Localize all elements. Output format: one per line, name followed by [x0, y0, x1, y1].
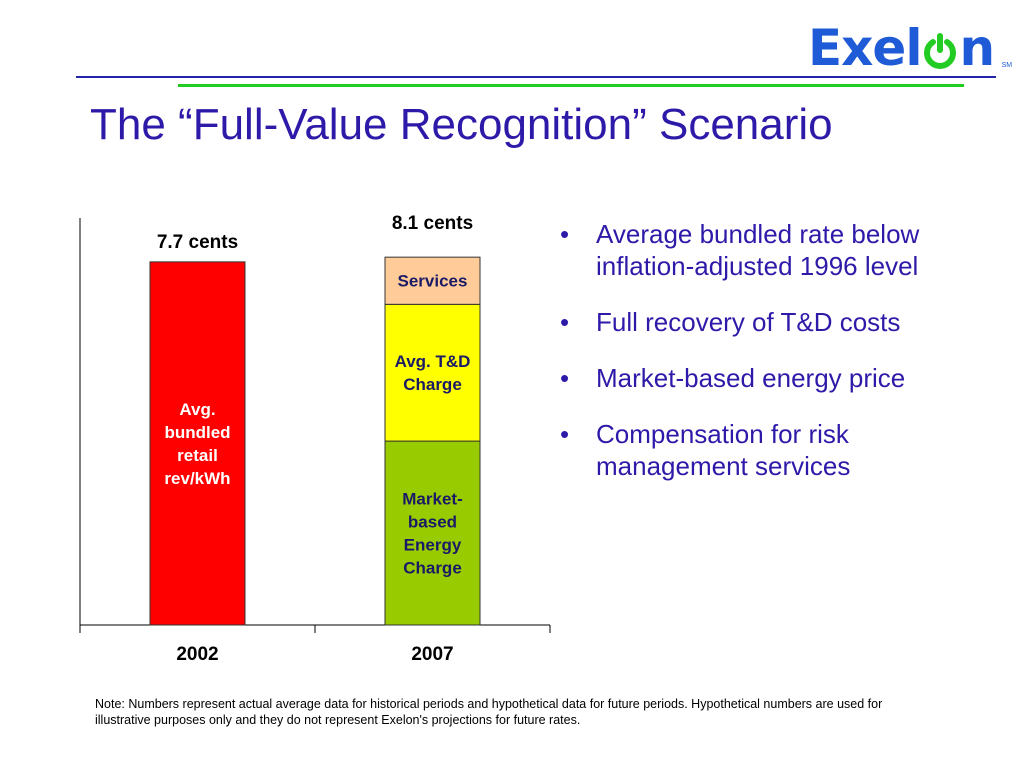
bullet-text: Market-based energy price: [596, 363, 906, 393]
segment-label: Market-: [402, 490, 462, 509]
header-rule-blue: [76, 76, 996, 78]
bullet-icon: •: [560, 307, 570, 337]
footnote: Note: Numbers represent actual average d…: [95, 697, 883, 727]
bullet-icon: •: [560, 419, 570, 449]
bar-segment: [149, 261, 246, 626]
segment-label: Charge: [403, 375, 462, 394]
header-rule-green: [178, 84, 964, 87]
x-tick-label: 2002: [176, 644, 218, 665]
bar-segment: [384, 303, 481, 442]
segment-label: Avg.: [179, 400, 215, 419]
logo-wordmark: Exel n: [808, 19, 995, 77]
total-label: 8.1 cents: [392, 213, 473, 234]
segment-label: Avg. T&D: [395, 352, 471, 371]
segment-label: Services: [398, 272, 468, 291]
segment-label: Charge: [403, 559, 462, 578]
bullet-icon: •: [560, 219, 570, 249]
bullet-item: • Full recovery of T&D costs: [556, 306, 1006, 338]
service-mark: SM: [1001, 62, 1013, 69]
segment-label: rev/kWh: [164, 469, 230, 488]
bar-segment: [384, 440, 481, 626]
total-label: 7.7 cents: [157, 232, 238, 253]
bullet-icon: •: [560, 363, 570, 393]
slide-title: The “Full-Value Recognition” Scenario: [90, 100, 833, 149]
bullet-text: Compensation for risk management service…: [596, 419, 851, 481]
segment-label: Energy: [404, 536, 462, 555]
segment-label: bundled: [164, 423, 230, 442]
bullet-item: • Compensation for risk management servic…: [556, 418, 1006, 482]
power-icon: [924, 33, 957, 69]
bullet-item: • Average bundled rate below inflation-ad…: [556, 218, 1006, 282]
x-tick-label: 2007: [411, 644, 453, 665]
bullet-text: Full recovery of T&D costs: [596, 307, 901, 337]
segment-label: retail: [177, 446, 218, 465]
segment-label: based: [408, 513, 457, 532]
bullet-item: • Market-based energy price: [556, 362, 1006, 394]
bullet-list: • Average bundled rate below inflation-ad…: [556, 218, 1006, 506]
exelon-logo: Exel n SM: [808, 18, 1012, 78]
bullet-text: Average bundled rate below inflation-adj…: [596, 219, 920, 281]
bar-segment: [384, 256, 481, 305]
